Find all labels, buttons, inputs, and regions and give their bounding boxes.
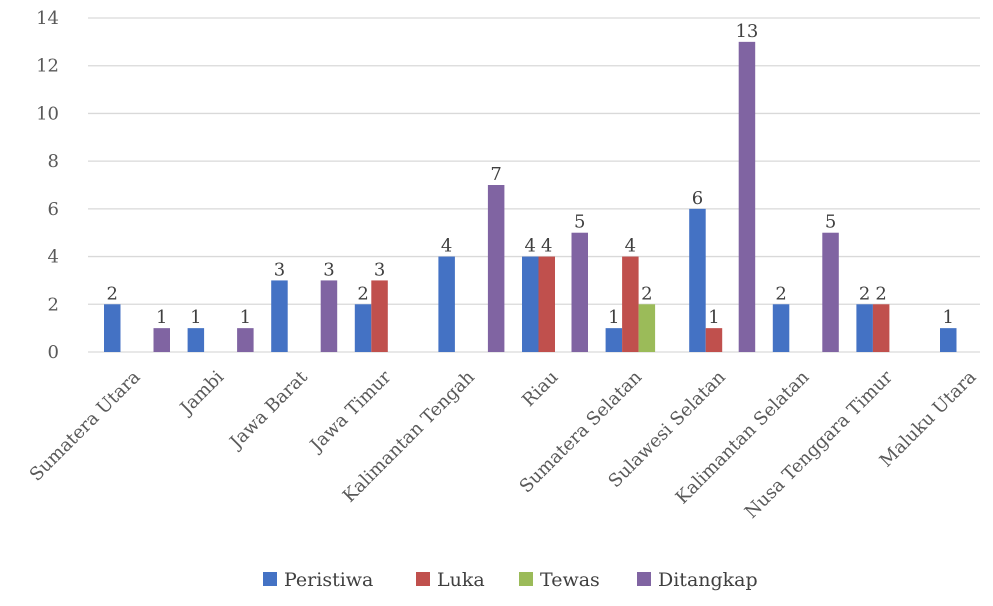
bar-peristiwa-jawa-timur [354,304,372,352]
bar-peristiwa-sumatera-selatan [605,328,623,352]
bar-ditangkap-jawa-barat [320,280,338,352]
category-label: Sumatera Utara [26,366,145,485]
data-label: 1 [156,307,167,328]
data-label: 4 [525,236,536,257]
bar-peristiwa-nusa-tenggara-timur [856,304,873,352]
data-label: 6 [692,188,703,209]
data-label: 2 [775,283,786,304]
data-label: 3 [323,259,334,280]
legend: Peristiwa Luka Tewas Ditangkap [263,569,758,591]
data-label: 2 [107,283,118,304]
y-tick-label: 8 [48,151,59,172]
y-tick-label: 2 [48,294,59,315]
bar-tewas-sumatera-selatan [638,304,656,352]
category-label: Nusa Tenggara Timur [741,366,897,522]
data-label: 4 [441,236,452,257]
bar-ditangkap-kalimantan-tengah [487,185,505,352]
y-tick-label: 10 [36,103,59,124]
data-label: 13 [735,21,758,42]
data-label: 1 [708,307,719,328]
bar-peristiwa-sumatera-utara [104,304,121,352]
y-tick-label: 4 [48,247,59,268]
bar-ditangkap-sumatera-utara [153,328,170,352]
category-label: Riau [518,367,562,411]
bar-luka-sulawesi-selatan [705,328,723,352]
data-label: 5 [825,212,836,233]
category-label: Jawa Timur [305,366,396,457]
data-label: 1 [240,307,251,328]
bar-ditangkap-jambi [237,328,254,352]
y-tick-label: 14 [36,8,59,29]
data-label: 2 [875,283,886,304]
data-label: 4 [625,236,636,257]
legend-swatch [416,572,430,586]
bar-peristiwa-maluku-utara [940,328,957,352]
legend-swatch [263,572,277,586]
y-axis-ticks: 0 2 4 6 8 10 12 14 [36,8,59,363]
bar-peristiwa-kalimantan-selatan [772,304,790,352]
bar-ditangkap-kalimantan-selatan [822,232,839,352]
data-label: 3 [274,259,285,280]
bar-ditangkap-sulawesi-selatan [738,41,756,352]
data-label: 2 [357,283,368,304]
legend-swatch [637,572,651,586]
bars [104,41,957,352]
data-label: 7 [490,164,501,185]
bar-peristiwa-jambi [187,328,205,352]
category-label: Jambi [175,367,228,420]
bar-peristiwa-riau [522,256,539,352]
y-tick-label: 12 [36,56,59,77]
data-label: 1 [190,307,201,328]
bar-peristiwa-sulawesi-selatan [689,208,706,352]
legend-label: Tewas [540,569,600,591]
data-label: 4 [541,236,552,257]
bar-luka-nusa-tenggara-timur [872,304,890,352]
data-label: 3 [374,259,385,280]
legend-label: Luka [437,569,485,591]
category-label: Jawa Barat [225,366,313,454]
data-label: 2 [859,283,870,304]
legend-swatch [519,572,533,586]
bar-luka-riau [538,256,555,352]
bar-ditangkap-riau [571,232,588,352]
y-tick-label: 6 [48,199,59,220]
y-tick-label: 0 [48,342,59,363]
bar-luka-jawa-timur [371,280,388,352]
data-label: 1 [608,307,619,328]
bar-peristiwa-kalimantan-tengah [438,256,455,352]
legend-label: Ditangkap [658,569,758,591]
data-label: 2 [641,283,652,304]
bar-peristiwa-jawa-barat [271,280,288,352]
bar-luka-sumatera-selatan [622,256,639,352]
data-label: 1 [943,307,954,328]
legend-label: Peristiwa [284,569,373,591]
data-label: 5 [574,212,585,233]
